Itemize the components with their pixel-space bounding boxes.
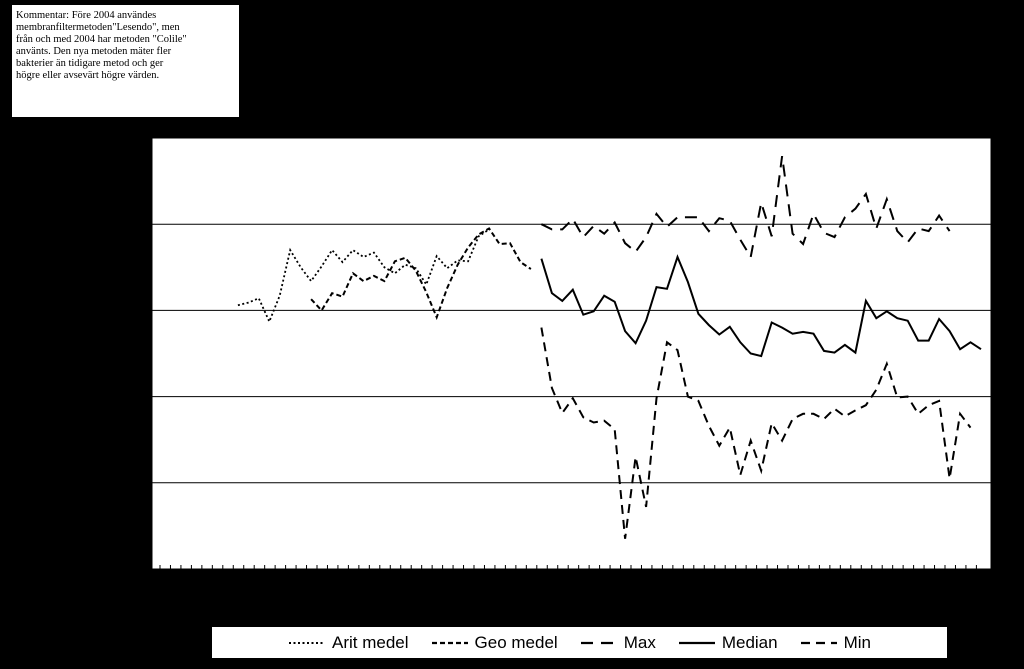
legend-label: Geo medel bbox=[474, 632, 558, 652]
legend-swatch bbox=[431, 641, 468, 644]
series-line-geo-medel bbox=[310, 227, 532, 321]
series-line-median bbox=[540, 254, 982, 358]
legend: Arit medel Geo medel Max Median Min bbox=[212, 627, 947, 658]
comment-box: Kommentar: Före 2004 användes membranfil… bbox=[12, 5, 239, 117]
legend-swatch bbox=[800, 641, 837, 644]
legend-label: Arit medel bbox=[332, 632, 409, 652]
legend-item: Arit medel bbox=[288, 633, 409, 653]
plot-area bbox=[151, 137, 992, 570]
legend-swatch bbox=[580, 641, 617, 644]
legend-swatch bbox=[289, 641, 325, 644]
x-axis-ticks bbox=[159, 565, 977, 569]
legend-label: Median bbox=[721, 632, 778, 652]
series-lines bbox=[237, 155, 982, 539]
series-line-max bbox=[540, 155, 951, 260]
legend-label: Max bbox=[623, 632, 656, 652]
legend-item: Median bbox=[678, 633, 778, 653]
legend-item: Min bbox=[800, 633, 871, 653]
gridlines bbox=[152, 223, 991, 484]
legend-label: Min bbox=[843, 632, 871, 652]
series-line-min bbox=[540, 327, 972, 539]
legend-item: Geo medel bbox=[431, 633, 558, 653]
legend-swatch bbox=[678, 641, 715, 644]
legend-item: Max bbox=[580, 633, 656, 653]
